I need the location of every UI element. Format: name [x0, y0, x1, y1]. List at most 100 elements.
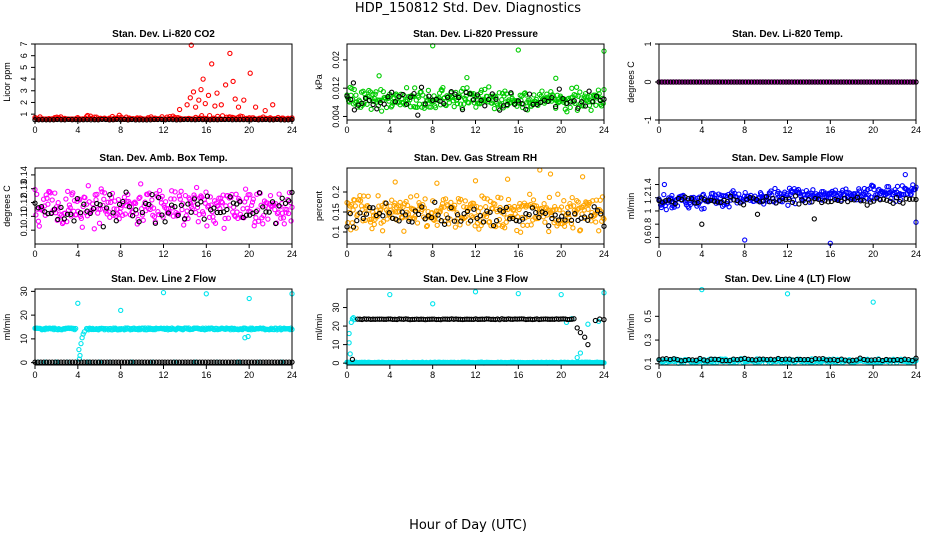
- data-point-primary: [546, 194, 553, 201]
- x-tick-label: 20: [244, 370, 254, 380]
- data-point-secondary: [575, 105, 581, 111]
- data-point-secondary: [266, 359, 272, 365]
- data-point-secondary: [211, 205, 217, 211]
- y-tick-label: 0.004: [331, 105, 341, 128]
- y-axis-label: percent: [314, 190, 324, 221]
- data-point-secondary: [871, 198, 877, 204]
- x-tick-label: 24: [599, 249, 609, 259]
- data-point-primary: [596, 228, 602, 234]
- data-point-secondary: [162, 219, 168, 225]
- data-point-primary: [554, 92, 560, 98]
- data-point-secondary: [181, 216, 188, 222]
- data-point-primary: [65, 188, 71, 195]
- data-point-secondary: [194, 359, 200, 365]
- data-point-primary: [260, 221, 266, 227]
- data-point-primary: [496, 216, 503, 223]
- data-point-primary: [553, 206, 559, 212]
- data-point-primary: [349, 220, 355, 226]
- data-point-secondary: [555, 217, 562, 223]
- data-point-secondary: [474, 215, 480, 222]
- data-point-secondary: [367, 204, 373, 211]
- data-point-secondary: [711, 79, 717, 85]
- data-point-primary: [373, 89, 379, 95]
- data-point-primary: [561, 223, 568, 229]
- data-point-primary: [537, 167, 543, 173]
- data-point-secondary: [396, 218, 402, 224]
- data-point-primary: [481, 195, 487, 201]
- data-point-primary: [384, 216, 390, 222]
- data-point-secondary: [909, 357, 915, 364]
- data-point-primary: [742, 237, 748, 243]
- data-point-primary: [541, 201, 547, 207]
- data-point-primary: [810, 187, 816, 193]
- x-tick-label: 12: [158, 370, 168, 380]
- data-point-primary: [151, 214, 158, 220]
- data-point-secondary: [75, 359, 81, 365]
- data-point-secondary: [419, 204, 425, 210]
- data-point-primary: [132, 200, 139, 207]
- data-point-secondary: [508, 90, 514, 96]
- data-point-secondary: [705, 79, 711, 85]
- y-tick-label: 0: [19, 360, 29, 365]
- x-tick-label: 12: [158, 125, 168, 135]
- data-point-secondary: [748, 79, 755, 85]
- data-point-secondary: [139, 209, 146, 216]
- data-point-primary: [368, 106, 374, 112]
- data-point-secondary: [904, 79, 910, 85]
- data-point-secondary: [760, 79, 766, 85]
- data-point-secondary: [574, 325, 580, 331]
- data-point-primary: [190, 199, 196, 205]
- data-point-primary: [73, 325, 79, 332]
- data-point-secondary: [893, 195, 900, 201]
- data-point-secondary: [728, 79, 734, 85]
- data-point-primary: [569, 85, 575, 91]
- data-point-primary: [389, 197, 395, 203]
- x-tick-label: 24: [911, 249, 921, 259]
- x-tick-label: 20: [244, 249, 254, 259]
- data-point-primary: [595, 87, 602, 93]
- data-point-primary: [377, 97, 383, 103]
- data-point-secondary: [380, 213, 386, 219]
- data-point-primary: [218, 102, 224, 108]
- x-tick-label: 12: [470, 370, 480, 380]
- x-tick-label: 16: [825, 370, 835, 380]
- y-axis-label: ml/min: [2, 314, 12, 341]
- data-point-secondary: [349, 356, 356, 363]
- data-point-secondary: [178, 202, 185, 208]
- data-point-primary: [901, 191, 907, 198]
- data-point-primary: [470, 200, 477, 207]
- data-point-secondary: [185, 359, 191, 365]
- data-point-secondary: [493, 96, 499, 102]
- data-point-secondary: [230, 200, 237, 206]
- data-point-secondary: [162, 359, 168, 365]
- data-point-secondary: [411, 90, 417, 97]
- data-point-primary: [699, 286, 705, 293]
- data-point-secondary: [129, 213, 136, 219]
- data-point-primary: [457, 93, 463, 100]
- data-point-secondary: [893, 79, 899, 85]
- x-tick-label: 8: [742, 249, 747, 259]
- data-point-secondary: [407, 94, 413, 100]
- data-point-secondary: [403, 101, 410, 107]
- data-point-secondary: [572, 211, 578, 217]
- data-point-secondary: [81, 201, 87, 207]
- data-point-primary: [352, 203, 358, 209]
- x-tick-label: 24: [287, 370, 297, 380]
- data-point-primary: [389, 102, 395, 109]
- panel-title: Stan. Dev. Li-820 Temp.: [732, 29, 843, 40]
- data-point-primary: [350, 207, 356, 213]
- data-point-secondary: [811, 216, 817, 222]
- data-point-primary: [251, 223, 257, 229]
- data-point-secondary: [789, 79, 795, 85]
- x-tick-label: 24: [287, 249, 297, 259]
- data-point-primary: [278, 215, 284, 221]
- data-point-primary: [498, 195, 504, 201]
- data-point-secondary: [519, 101, 525, 107]
- data-point-secondary: [214, 359, 220, 365]
- data-point-secondary: [846, 79, 853, 85]
- data-point-secondary: [582, 103, 589, 109]
- data-point-secondary: [841, 79, 847, 85]
- x-tick-label: 20: [556, 125, 566, 135]
- data-point-primary: [193, 184, 200, 191]
- data-point-secondary: [155, 194, 162, 201]
